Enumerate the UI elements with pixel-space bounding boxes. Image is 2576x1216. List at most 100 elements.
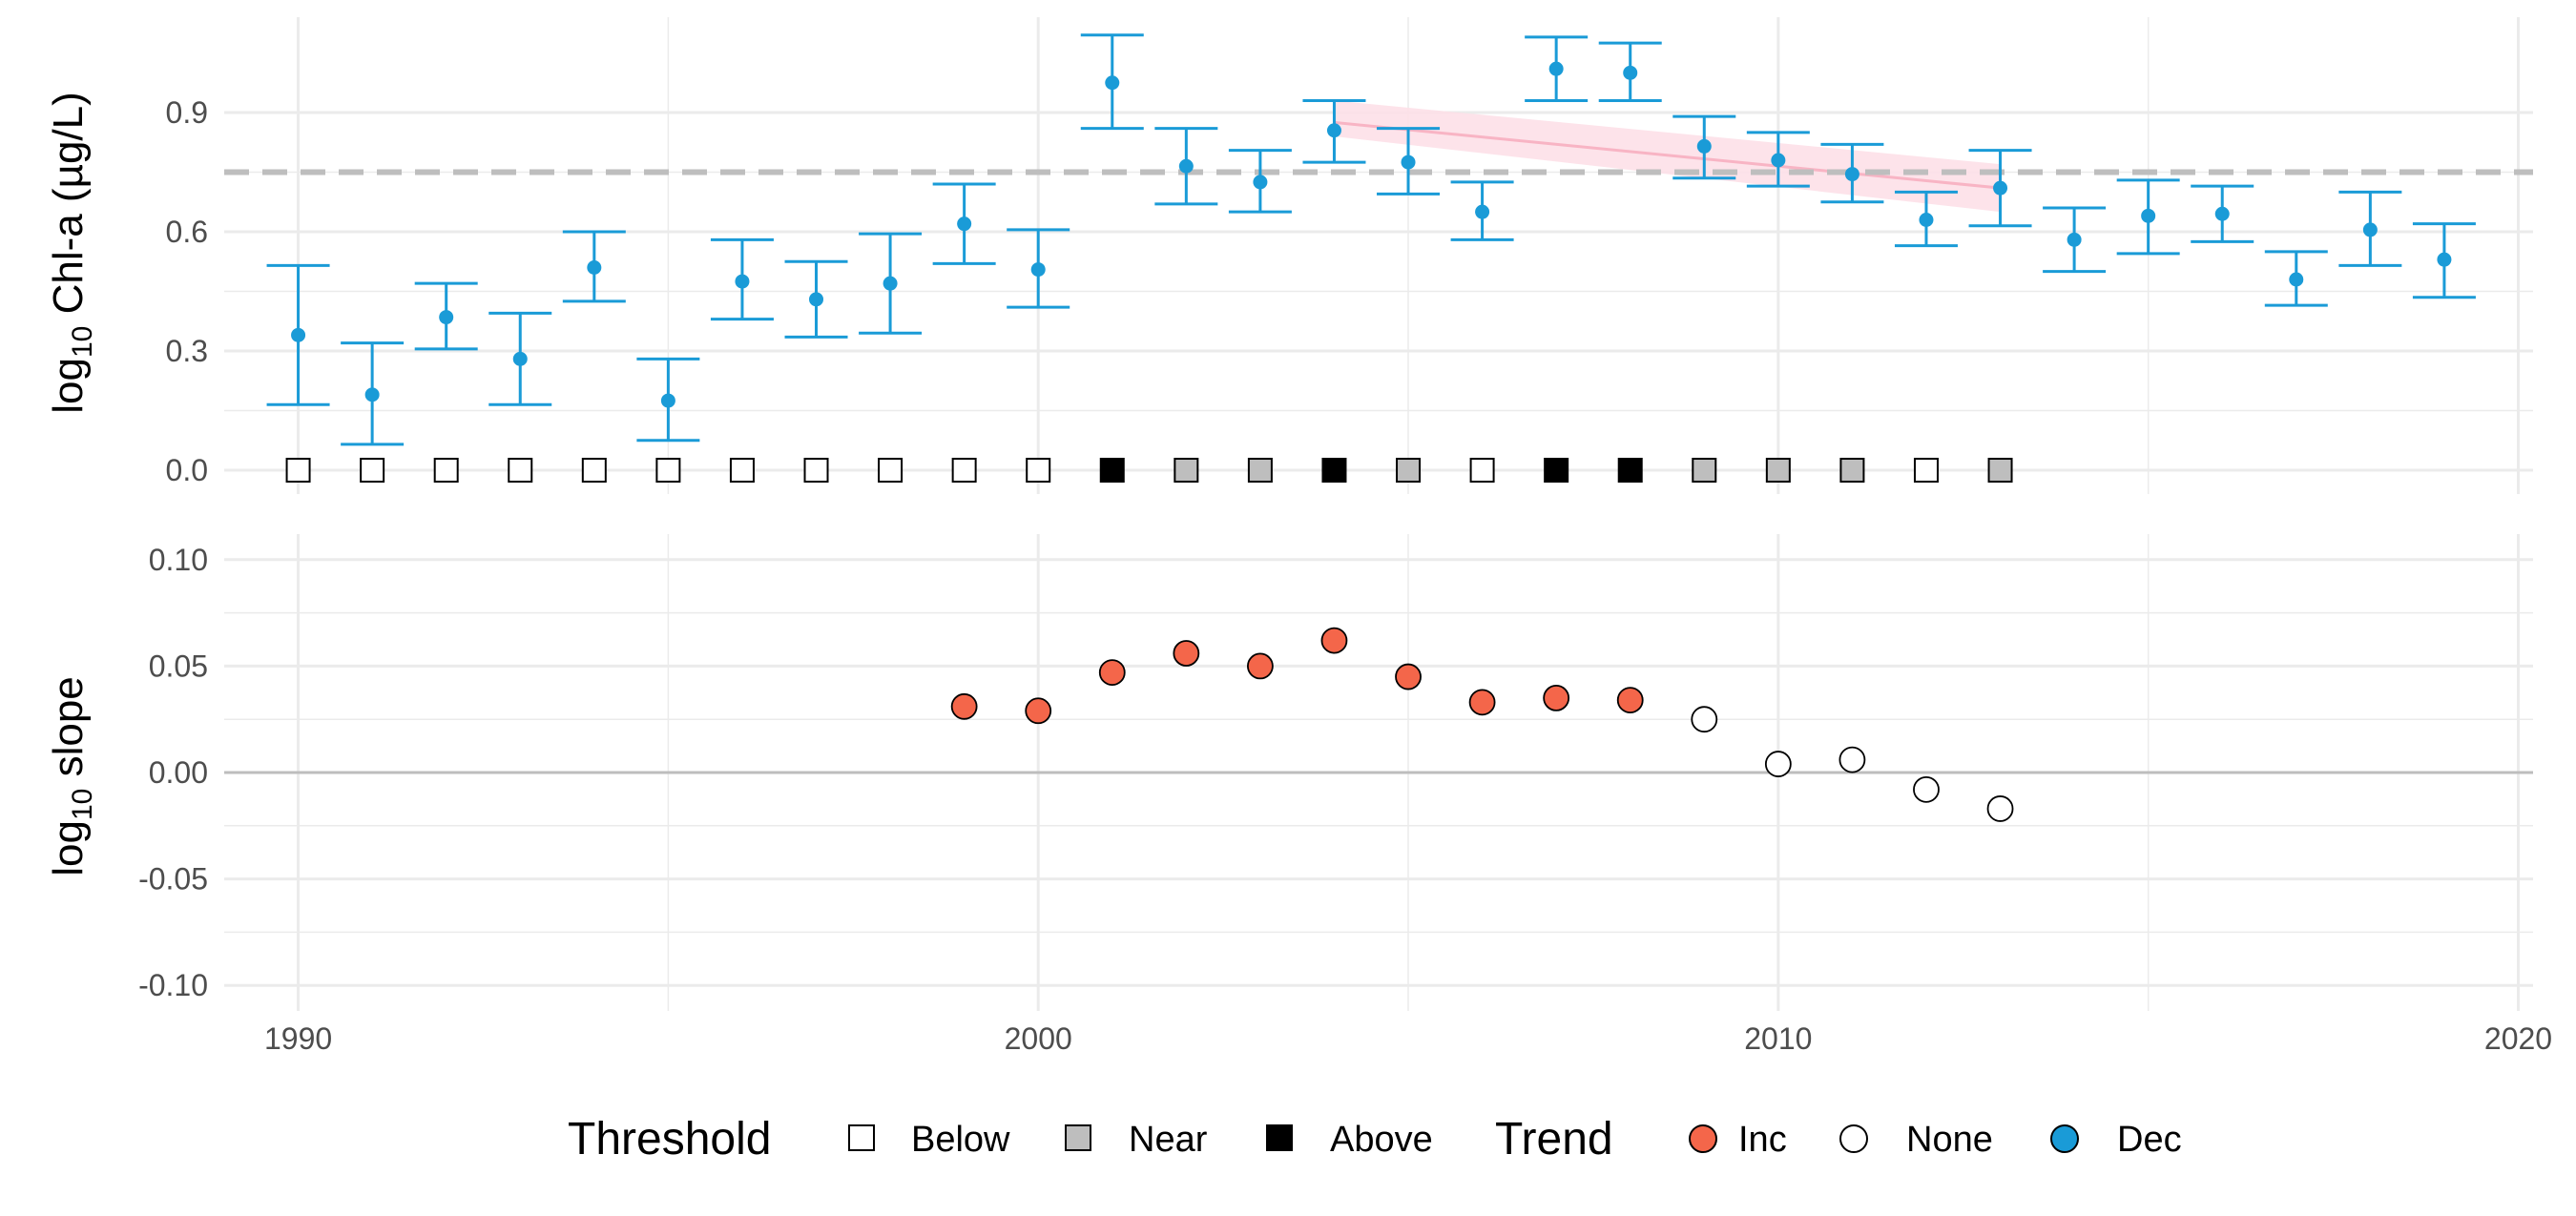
top-y-tick-label: 0.0 [166, 453, 208, 487]
legend-key-above [1266, 1124, 1293, 1151]
errorbar-2014 [2043, 206, 2107, 274]
errorbar-1998 [859, 232, 923, 335]
legend-key-none [1839, 1124, 1868, 1153]
bottom-y-tick-label: 0.05 [149, 649, 208, 683]
mean-point [1623, 65, 1638, 80]
slope-points [950, 627, 2014, 822]
errorbar-2006 [1450, 180, 1514, 241]
errorbar-2019 [2412, 222, 2476, 299]
threshold-square-1990 [285, 458, 311, 483]
bottom-panel: -0.10-0.050.000.050.10 1990 2000 2010 2020 … [45, 534, 2552, 1056]
threshold-square-1995 [655, 458, 681, 483]
bottom-y-tick-label: 0.10 [149, 543, 208, 577]
bottom-y-title-prefix: log [45, 820, 92, 876]
threshold-square-2013 [1987, 458, 2013, 483]
top-y-title-prefix: log [45, 358, 92, 414]
legend-trend-title: Trend [1495, 1114, 1613, 1164]
mean-point [291, 327, 306, 342]
errorbar-1994 [562, 230, 626, 303]
slope-point-2003 [1246, 652, 1274, 680]
bottom-y-axis-title: log10 slope [45, 676, 98, 876]
mean-point [2362, 222, 2378, 237]
top-y-axis-title: log10 Chl-a (µg/L) [45, 92, 98, 414]
legend-label-none: None [1906, 1120, 1993, 1160]
mean-point [2289, 272, 2304, 287]
threshold-square-1993 [508, 458, 533, 483]
mean-point [1253, 175, 1268, 190]
mean-point [1326, 123, 1341, 138]
slope-point-2004 [1320, 627, 1348, 654]
mean-point [1030, 262, 1046, 278]
legend-threshold-title: Threshold [568, 1114, 771, 1164]
x-tick-label: 2020 [2484, 1021, 2552, 1056]
mean-point [809, 292, 824, 307]
errorbar-1990 [266, 263, 330, 406]
slope-point-2001 [1098, 659, 1126, 686]
mean-point [2141, 208, 2156, 223]
errorbar-2012 [1894, 190, 1958, 248]
slope-point-2008 [1616, 687, 1644, 714]
x-tick-label: 1990 [264, 1021, 332, 1056]
mean-point [1919, 213, 1934, 227]
legend-key-near [1065, 1124, 1091, 1151]
errorbar-2004 [1302, 99, 1366, 164]
threshold-square-2007 [1544, 458, 1569, 483]
errorbar-1996 [710, 237, 774, 321]
trend-band [1334, 100, 2001, 213]
slope-point-2012 [1913, 775, 1940, 803]
threshold-square-2002 [1174, 458, 1199, 483]
errorbar-2017 [2264, 250, 2328, 307]
errorbar-2009 [1672, 114, 1736, 180]
slope-point-2009 [1691, 706, 1718, 733]
mean-point [2067, 232, 2082, 247]
mean-point [1771, 153, 1786, 168]
threshold-square-2010 [1765, 458, 1791, 483]
errorbar-1997 [784, 259, 848, 339]
threshold-square-2003 [1247, 458, 1273, 483]
slope-point-2006 [1468, 689, 1496, 716]
errorbar-2007 [1525, 35, 1589, 102]
legend-label-inc: Inc [1738, 1120, 1787, 1160]
top-y-title-suffix: Chl-a (µg/L) [45, 92, 92, 325]
errorbar-2000 [1007, 228, 1070, 309]
errorbar-2018 [2338, 190, 2402, 267]
threshold-square-1997 [803, 458, 829, 483]
mean-point [587, 260, 602, 275]
threshold-square-2009 [1692, 458, 1717, 483]
errorbars [266, 33, 2476, 446]
threshold-square-1994 [581, 458, 607, 483]
bottom-y-tick-label: -0.05 [138, 862, 208, 897]
legend-label-dec: Dec [2117, 1120, 2182, 1160]
errorbar-2003 [1228, 149, 1292, 214]
errorbar-2005 [1377, 127, 1441, 196]
threshold-square-2011 [1839, 458, 1865, 483]
slope-point-2005 [1395, 663, 1422, 690]
bottom-y-tick-labels: -0.10 -0.05 0.00 0.05 0.10 [138, 543, 208, 1002]
x-tick-label: 2010 [1744, 1021, 1812, 1056]
top-y-tick-label: 0.9 [166, 95, 208, 130]
threshold-square-1998 [878, 458, 904, 483]
threshold-markers [285, 458, 2013, 483]
errorbar-2010 [1746, 131, 1810, 188]
bottom-y-tick-label: 0.00 [149, 755, 208, 790]
mean-point [1844, 167, 1859, 182]
trend-line [1334, 120, 2001, 190]
mean-point [1696, 138, 1712, 154]
legend-trend-items: Inc None Dec [1689, 1120, 2182, 1160]
threshold-square-2004 [1321, 458, 1347, 483]
legend-key-below [848, 1124, 875, 1151]
mean-point [1105, 75, 1120, 91]
errorbar-1993 [488, 311, 552, 406]
mean-point [1401, 155, 1416, 170]
threshold-square-2008 [1617, 458, 1643, 483]
errorbar-2011 [1820, 142, 1884, 204]
slope-point-2010 [1764, 751, 1792, 777]
threshold-square-2006 [1469, 458, 1495, 483]
errorbar-2008 [1598, 41, 1662, 102]
threshold-square-1991 [360, 458, 385, 483]
threshold-square-2012 [1913, 458, 1939, 483]
top-y-title-sub: 10 [67, 326, 98, 358]
slope-point-2002 [1173, 640, 1200, 667]
mean-point [883, 276, 898, 291]
